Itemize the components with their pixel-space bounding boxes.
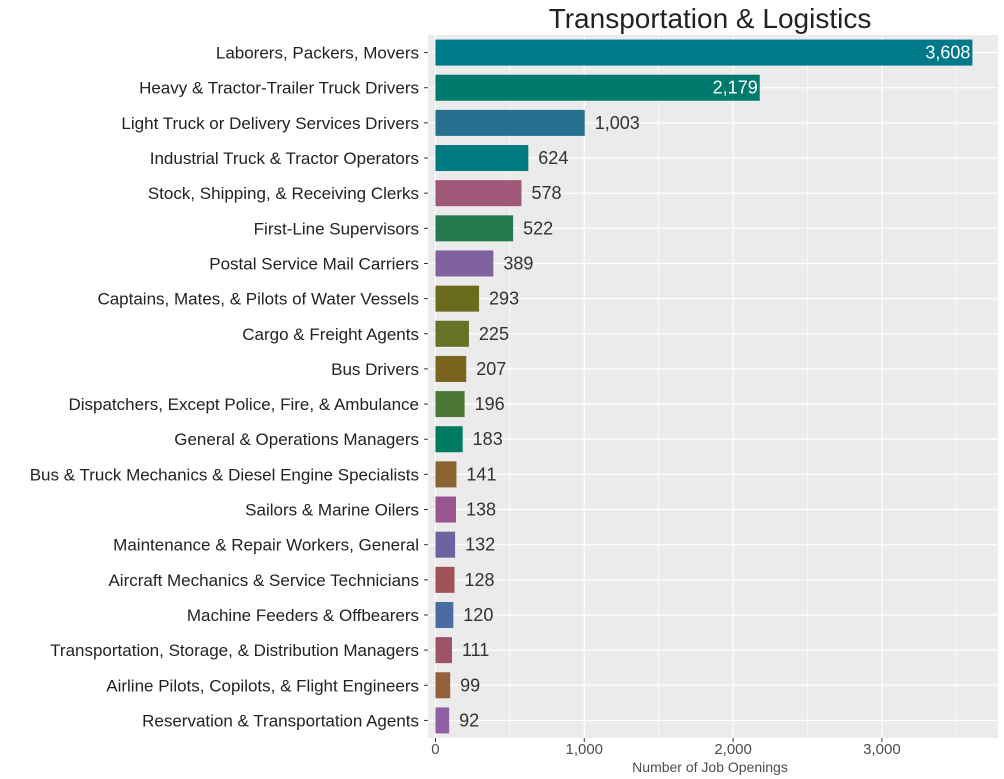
category-label: Laborers, Packers, Movers: [216, 44, 419, 63]
bar: [435, 250, 494, 277]
bar: [435, 426, 463, 453]
category-label: Transportation, Storage, & Distribution …: [50, 641, 419, 660]
bar: [435, 601, 454, 628]
category-label: Industrial Truck & Tractor Operators: [150, 149, 419, 168]
category-label: Captains, Mates, & Pilots of Water Vesse…: [97, 290, 419, 309]
value-label: 2,179: [713, 78, 758, 98]
category-label: First-Line Supervisors: [254, 219, 419, 238]
category-labels: Laborers, Packers, Movers Heavy & Tractor…: [30, 44, 419, 731]
value-label: 293: [489, 289, 519, 309]
value-labels: 3,608 2,179 1,003 624 578 522 389 293 225 207 196 1…: [459, 43, 970, 731]
value-label: 183: [473, 429, 503, 449]
value-label: 1,003: [595, 113, 640, 133]
value-label: 207: [476, 359, 506, 379]
bar: [435, 355, 467, 382]
value-label: 624: [538, 148, 568, 168]
bar: [435, 145, 529, 172]
value-label: 141: [466, 464, 496, 484]
category-label: Machine Feeders & Offbearers: [187, 606, 419, 625]
value-label: 99: [460, 675, 480, 695]
category-label: Bus Drivers: [331, 360, 419, 379]
tick-label: 3,000: [863, 741, 901, 758]
category-label: Cargo & Freight Agents: [242, 325, 419, 344]
category-label: Dispatchers, Except Police, Fire, & Ambu…: [68, 395, 419, 414]
category-label: Airline Pilots, Copilots, & Flight Engin…: [106, 676, 419, 695]
value-label: 522: [523, 218, 553, 238]
bar: [435, 391, 465, 418]
chart-title: Transportation & Logistics: [549, 3, 872, 34]
bar: [435, 39, 973, 66]
category-label: Stock, Shipping, & Receiving Clerks: [148, 184, 419, 203]
bar: [435, 320, 469, 347]
bar: [435, 180, 522, 207]
value-label: 3,608: [925, 43, 970, 63]
value-label: 111: [462, 640, 489, 660]
category-label: Maintenance & Repair Workers, General: [113, 536, 419, 555]
bar: [435, 672, 451, 699]
value-label: 120: [463, 605, 493, 625]
x-axis-label: Number of Job Openings: [632, 759, 788, 775]
category-label: Reservation & Transportation Agents: [142, 711, 419, 730]
value-label: 92: [459, 710, 479, 730]
bar: [435, 74, 760, 101]
bar: [435, 461, 457, 488]
value-label: 389: [503, 253, 533, 273]
category-label: General & Operations Managers: [174, 430, 419, 449]
category-label: Sailors & Marine Oilers: [245, 501, 419, 520]
bar: [435, 707, 450, 734]
value-label: 138: [466, 500, 496, 520]
x-axis-ticks: 0 1,000 2,000 3,000: [424, 52, 901, 758]
value-label: 128: [464, 570, 494, 590]
bar: [435, 637, 452, 664]
tick-label: 0: [431, 741, 439, 758]
category-label: Bus & Truck Mechanics & Diesel Engine Sp…: [30, 465, 419, 484]
plot-panel: [428, 35, 998, 738]
value-label: 225: [479, 324, 509, 344]
value-label: 132: [465, 535, 495, 555]
bar: [435, 285, 480, 312]
tick-label: 2,000: [714, 741, 752, 758]
value-label: 196: [475, 394, 505, 414]
category-label: Aircraft Mechanics & Service Technicians: [108, 571, 419, 590]
category-label: Light Truck or Delivery Services Drivers: [121, 114, 419, 133]
bar: [435, 566, 455, 593]
bars: [435, 39, 973, 734]
category-label: Postal Service Mail Carriers: [209, 254, 419, 273]
bar: [435, 215, 514, 242]
bar: [435, 531, 456, 558]
bar: [435, 109, 585, 136]
category-label: Heavy & Tractor-Trailer Truck Drivers: [139, 79, 419, 98]
tick-label: 1,000: [565, 741, 603, 758]
bar: [435, 496, 456, 523]
value-label: 578: [531, 183, 561, 203]
